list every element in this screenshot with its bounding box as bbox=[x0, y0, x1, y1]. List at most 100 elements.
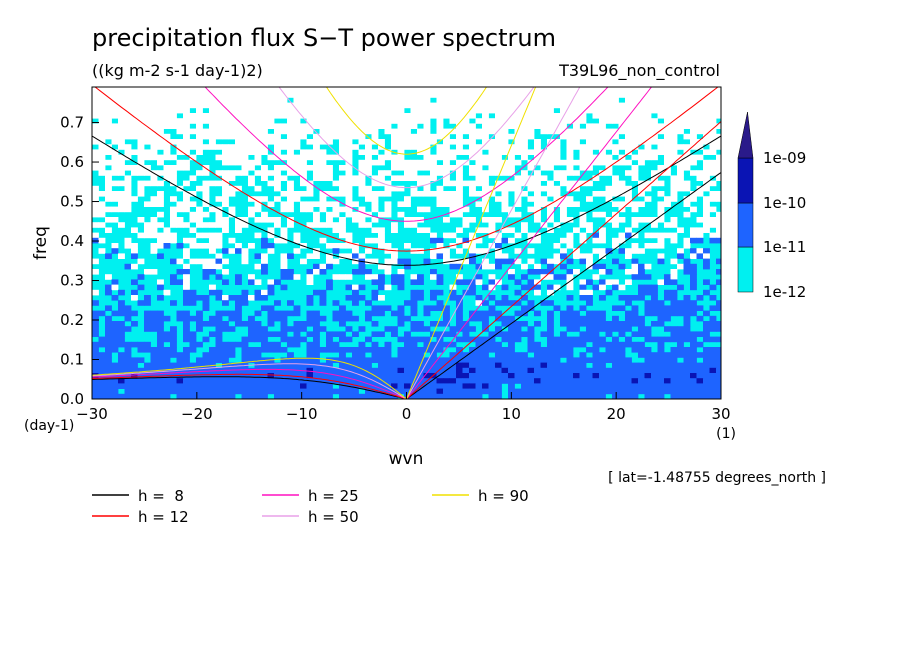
heatmap-cell bbox=[404, 388, 411, 395]
heatmap-cell bbox=[670, 326, 678, 332]
heatmap-cell bbox=[631, 201, 639, 207]
heatmap-cell bbox=[313, 310, 320, 317]
heatmap-cell bbox=[261, 128, 268, 135]
heatmap-cell bbox=[488, 378, 496, 384]
heatmap-cell bbox=[482, 201, 489, 207]
heatmap-cell bbox=[176, 149, 184, 155]
heatmap-cell bbox=[326, 362, 333, 369]
heatmap-cell bbox=[222, 185, 229, 192]
heatmap-cell bbox=[612, 128, 619, 135]
heatmap-cell bbox=[111, 284, 119, 291]
heatmap-cell bbox=[540, 300, 548, 306]
heatmap-cell bbox=[137, 258, 145, 265]
heatmap-cell bbox=[339, 321, 346, 327]
heatmap-cell bbox=[202, 133, 210, 140]
heatmap-cell bbox=[488, 102, 496, 109]
heatmap-cell bbox=[625, 388, 632, 395]
heatmap-cell bbox=[371, 258, 379, 265]
heatmap-cell bbox=[696, 128, 704, 135]
heatmap-cell bbox=[683, 97, 691, 103]
heatmap-cell bbox=[384, 341, 392, 348]
heatmap-cell bbox=[170, 165, 177, 171]
heatmap-cell bbox=[677, 102, 684, 109]
heatmap-cell bbox=[196, 123, 203, 129]
heatmap-cell bbox=[339, 180, 346, 187]
dispersion-curve-kelvin-h12 bbox=[406, 121, 721, 399]
heatmap-cell bbox=[586, 326, 593, 332]
heatmap-cell bbox=[157, 383, 164, 389]
heatmap-cell bbox=[235, 227, 242, 233]
heatmap-cell bbox=[593, 399, 600, 405]
heatmap-cell bbox=[124, 201, 132, 207]
heatmap-cell bbox=[254, 107, 262, 114]
heatmap-cell bbox=[124, 263, 132, 270]
heatmap-cell bbox=[124, 175, 132, 181]
heatmap-cell bbox=[690, 248, 697, 254]
heatmap-cell bbox=[397, 321, 405, 327]
heatmap-cell bbox=[105, 123, 112, 129]
heatmap-cell bbox=[157, 196, 164, 202]
heatmap-cell bbox=[709, 321, 717, 327]
heatmap-cell bbox=[118, 357, 125, 363]
heatmap-cell bbox=[98, 97, 106, 103]
heatmap-cell bbox=[124, 310, 132, 317]
heatmap-cell bbox=[703, 217, 710, 223]
heatmap-cell bbox=[449, 118, 457, 124]
heatmap-cell bbox=[150, 201, 158, 207]
heatmap-cell bbox=[475, 97, 483, 103]
heatmap-cell bbox=[183, 310, 190, 317]
heatmap-cell bbox=[612, 237, 619, 244]
heatmap-cell bbox=[332, 107, 340, 114]
heatmap-cell bbox=[547, 107, 554, 114]
heatmap-cell bbox=[703, 102, 710, 109]
heatmap-cell bbox=[469, 347, 476, 353]
heatmap-cell bbox=[164, 399, 171, 405]
heatmap-cell bbox=[553, 175, 561, 181]
heatmap-cell bbox=[313, 388, 320, 395]
heatmap-cell bbox=[267, 289, 275, 296]
heatmap-cell bbox=[657, 206, 665, 213]
heatmap-cell bbox=[118, 378, 125, 384]
heatmap-cell bbox=[326, 201, 333, 207]
heatmap-cell bbox=[540, 97, 548, 103]
heatmap-cell bbox=[189, 378, 197, 384]
heatmap-cell bbox=[696, 232, 704, 239]
heatmap-cell bbox=[267, 113, 275, 119]
heatmap-cell bbox=[514, 201, 522, 207]
heatmap-cell bbox=[300, 388, 307, 395]
heatmap-cell bbox=[274, 170, 281, 176]
heatmap-cell bbox=[404, 362, 411, 369]
heatmap-cell bbox=[313, 102, 320, 109]
heatmap-cell bbox=[547, 206, 554, 213]
heatmap-cell bbox=[170, 154, 177, 161]
heatmap-cell bbox=[625, 196, 632, 202]
heatmap-cell bbox=[638, 123, 645, 129]
heatmap-cell bbox=[144, 149, 151, 155]
heatmap-cell bbox=[709, 367, 717, 374]
heatmap-cell bbox=[514, 232, 522, 239]
heatmap-cell bbox=[592, 97, 600, 103]
heatmap-cell bbox=[495, 263, 502, 270]
heatmap-cell bbox=[345, 165, 353, 171]
heatmap-cell bbox=[508, 102, 515, 109]
heatmap-cell bbox=[365, 310, 372, 317]
heatmap-cell bbox=[501, 336, 509, 343]
heatmap-cell bbox=[599, 149, 606, 155]
heatmap-cell bbox=[540, 378, 548, 384]
heatmap-cell bbox=[163, 378, 171, 384]
heatmap-cell bbox=[98, 191, 106, 197]
heatmap-cell bbox=[495, 217, 502, 223]
heatmap-cell bbox=[209, 232, 216, 239]
heatmap-cell bbox=[677, 159, 684, 166]
heatmap-cell bbox=[163, 232, 171, 239]
heatmap-cell bbox=[599, 362, 606, 369]
heatmap-cell bbox=[683, 367, 691, 374]
y-tick-label: 0.6 bbox=[60, 153, 84, 171]
heatmap-cell bbox=[203, 399, 210, 405]
heatmap-cell bbox=[365, 367, 372, 374]
heatmap-cell bbox=[215, 331, 223, 337]
heatmap-cell bbox=[521, 123, 528, 129]
heatmap-cell bbox=[209, 399, 216, 405]
heatmap-cell bbox=[371, 217, 379, 223]
heatmap-cell bbox=[599, 367, 606, 374]
